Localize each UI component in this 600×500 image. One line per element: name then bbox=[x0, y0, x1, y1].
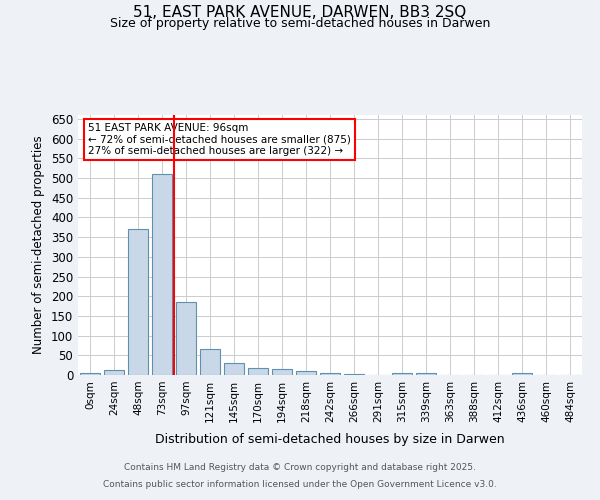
Bar bbox=[80, 373, 100, 375]
Bar bbox=[416, 373, 436, 375]
Y-axis label: Number of semi-detached properties: Number of semi-detached properties bbox=[32, 136, 46, 354]
Bar bbox=[272, 369, 292, 375]
Bar bbox=[200, 350, 220, 375]
Bar bbox=[512, 373, 532, 375]
X-axis label: Distribution of semi-detached houses by size in Darwen: Distribution of semi-detached houses by … bbox=[155, 433, 505, 446]
Bar bbox=[344, 374, 364, 375]
Bar bbox=[296, 371, 316, 375]
Text: Size of property relative to semi-detached houses in Darwen: Size of property relative to semi-detach… bbox=[110, 18, 490, 30]
Bar bbox=[104, 370, 124, 375]
Text: Contains HM Land Registry data © Crown copyright and database right 2025.: Contains HM Land Registry data © Crown c… bbox=[124, 464, 476, 472]
Bar bbox=[176, 302, 196, 375]
Bar bbox=[392, 373, 412, 375]
Bar bbox=[224, 363, 244, 375]
Bar bbox=[128, 229, 148, 375]
Bar bbox=[152, 174, 172, 375]
Text: Contains public sector information licensed under the Open Government Licence v3: Contains public sector information licen… bbox=[103, 480, 497, 489]
Bar bbox=[320, 373, 340, 375]
Bar bbox=[248, 368, 268, 375]
Text: 51 EAST PARK AVENUE: 96sqm
← 72% of semi-detached houses are smaller (875)
27% o: 51 EAST PARK AVENUE: 96sqm ← 72% of semi… bbox=[88, 123, 351, 156]
Text: 51, EAST PARK AVENUE, DARWEN, BB3 2SQ: 51, EAST PARK AVENUE, DARWEN, BB3 2SQ bbox=[133, 5, 467, 20]
